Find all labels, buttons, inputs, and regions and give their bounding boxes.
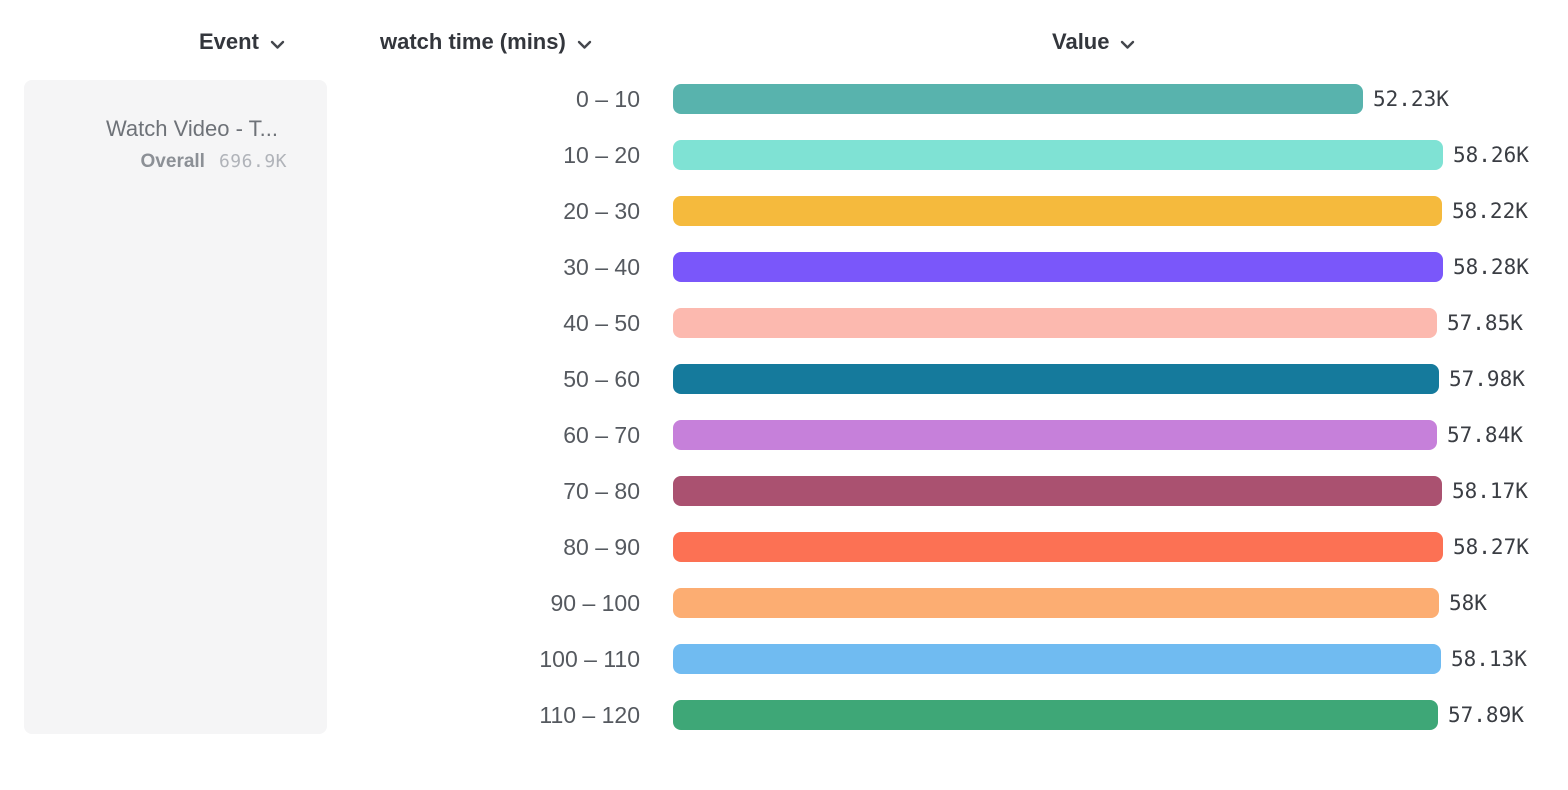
- bar-row: 100 – 110 58.13K: [0, 631, 1568, 687]
- bar-value-label: 58.27K: [1453, 535, 1529, 559]
- overall-value: 696.9K: [218, 151, 287, 172]
- bar-segment[interactable]: [673, 644, 1441, 674]
- bar-chart: 0 – 10 52.23K 10 – 20 58.26K 20 – 30 58.22K 30…: [0, 71, 1568, 743]
- bar-category-label: 100 – 110: [539, 646, 640, 672]
- bar-value-label: 57.85K: [1447, 311, 1523, 335]
- breakdown-column-dropdown[interactable]: watch time (mins): [380, 27, 592, 56]
- overall-row: Overall 696.9K: [24, 151, 327, 173]
- bar-value-label: 57.84K: [1447, 423, 1523, 447]
- chevron-down-icon: [1120, 30, 1135, 56]
- bar-segment[interactable]: [673, 196, 1442, 226]
- bar-value-label: 52.23K: [1373, 87, 1449, 111]
- bar-segment[interactable]: [673, 84, 1363, 114]
- bar-value-label: 58.17K: [1452, 479, 1528, 503]
- bar-row: 10 – 20 58.26K: [0, 127, 1568, 183]
- event-column-dropdown[interactable]: Event: [199, 27, 285, 56]
- bar-row: 110 – 120 57.89K: [0, 687, 1568, 743]
- bar-value-label: 58.28K: [1453, 255, 1529, 279]
- event-title: Watch Video - T...: [105, 116, 278, 141]
- bar-category-label: 70 – 80: [563, 478, 640, 504]
- bar-row: 90 – 100 58K: [0, 575, 1568, 631]
- event-column-label: Event: [199, 28, 259, 54]
- bar-category-label: 30 – 40: [563, 254, 640, 280]
- bar-row: 20 – 30 58.22K: [0, 183, 1568, 239]
- bar-row: 0 – 10 52.23K: [0, 71, 1568, 127]
- bar-category-label: 0 – 10: [576, 86, 640, 112]
- bar-segment[interactable]: [673, 588, 1439, 618]
- event-card[interactable]: Watch Video - T... Overall 696.9K: [24, 80, 327, 734]
- bar-category-label: 90 – 100: [550, 590, 640, 616]
- bar-row: 60 – 70 57.84K: [0, 407, 1568, 463]
- bar-segment[interactable]: [673, 140, 1443, 170]
- bar-row: 40 – 50 57.85K: [0, 295, 1568, 351]
- bar-value-label: 57.89K: [1448, 703, 1524, 727]
- value-column-dropdown[interactable]: Value: [1052, 27, 1135, 56]
- value-column-label: Value: [1052, 28, 1110, 54]
- bar-category-label: 10 – 20: [563, 142, 640, 168]
- bar-category-label: 40 – 50: [563, 310, 640, 336]
- bar-value-label: 58K: [1449, 591, 1487, 615]
- bar-value-label: 58.13K: [1451, 647, 1527, 671]
- bar-category-label: 80 – 90: [563, 534, 640, 560]
- bar-value-label: 57.98K: [1449, 367, 1525, 391]
- chevron-down-icon: [577, 30, 592, 56]
- bar-segment[interactable]: [673, 252, 1443, 282]
- bar-value-label: 58.26K: [1453, 143, 1529, 167]
- bar-row: 30 – 40 58.28K: [0, 239, 1568, 295]
- bar-segment[interactable]: [673, 476, 1442, 506]
- bar-segment[interactable]: [673, 700, 1438, 730]
- bar-row: 80 – 90 58.27K: [0, 519, 1568, 575]
- bar-row: 70 – 80 58.17K: [0, 463, 1568, 519]
- chevron-down-icon: [270, 30, 285, 56]
- bar-category-label: 60 – 70: [563, 422, 640, 448]
- bar-segment[interactable]: [673, 364, 1439, 394]
- bar-row: 50 – 60 57.98K: [0, 351, 1568, 407]
- bar-segment[interactable]: [673, 420, 1437, 450]
- overall-label: Overall: [140, 151, 205, 172]
- bar-segment[interactable]: [673, 308, 1437, 338]
- breakdown-column-label: watch time (mins): [380, 28, 566, 54]
- bar-value-label: 58.22K: [1452, 199, 1528, 223]
- bar-segment[interactable]: [673, 532, 1443, 562]
- bar-category-label: 110 – 120: [539, 702, 640, 728]
- bar-category-label: 50 – 60: [563, 366, 640, 392]
- bar-category-label: 20 – 30: [563, 198, 640, 224]
